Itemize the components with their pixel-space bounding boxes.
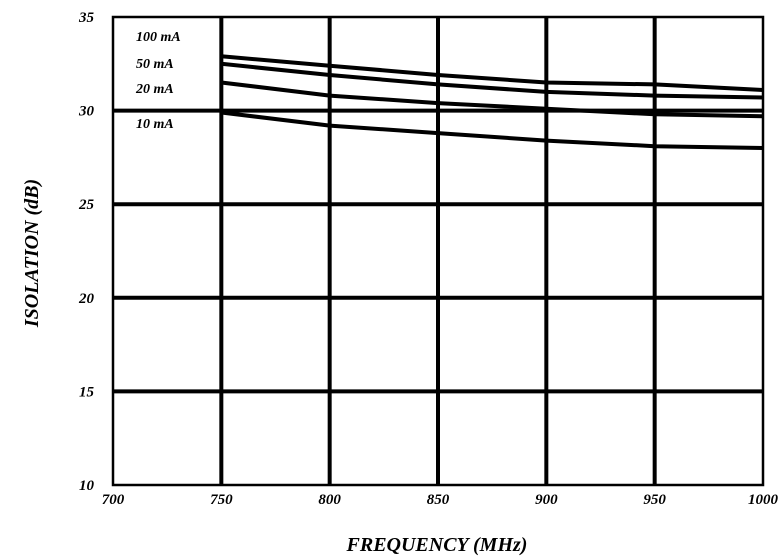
series-line-100-ma (221, 54, 764, 92)
x-tick-labels: 700 750 800 850 900 950 1000 (102, 492, 779, 508)
series-labels: 100 mA 50 mA 20 mA 10 mA (135, 30, 181, 132)
series-lines (221, 54, 764, 150)
grid (111, 15, 765, 487)
y-axis-title: ISOLATION (dB) (21, 179, 43, 328)
series-label-20-ma: 20 mA (135, 82, 174, 97)
y-tick-20: 20 (78, 291, 95, 307)
y-tick-labels: 10 15 20 25 30 35 (78, 10, 95, 494)
y-tick-10: 10 (79, 478, 95, 494)
x-tick-800: 800 (318, 492, 341, 508)
x-tick-750: 750 (210, 492, 233, 508)
series-line-50-ma (221, 61, 764, 100)
y-tick-15: 15 (79, 384, 95, 400)
x-tick-900: 900 (535, 492, 558, 508)
x-tick-950: 950 (643, 492, 666, 508)
y-tick-25: 25 (78, 197, 95, 213)
series-line-20-ma (221, 80, 764, 119)
x-tick-1000: 1000 (748, 492, 779, 508)
x-axis-title: FREQUENCY (MHz) (346, 534, 528, 556)
series-label-10-ma: 10 mA (136, 117, 174, 132)
series-label-50-ma: 50 mA (136, 57, 174, 72)
y-tick-35: 35 (78, 10, 95, 26)
x-tick-850: 850 (427, 492, 450, 508)
x-tick-700: 700 (102, 492, 125, 508)
y-tick-30: 30 (78, 104, 95, 120)
series-line-10-ma (221, 110, 764, 150)
series-label-100-ma: 100 mA (136, 30, 181, 45)
